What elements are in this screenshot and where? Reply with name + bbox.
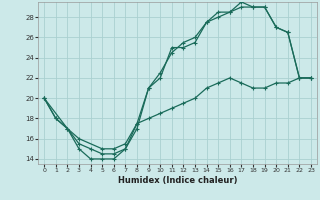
X-axis label: Humidex (Indice chaleur): Humidex (Indice chaleur)	[118, 176, 237, 185]
